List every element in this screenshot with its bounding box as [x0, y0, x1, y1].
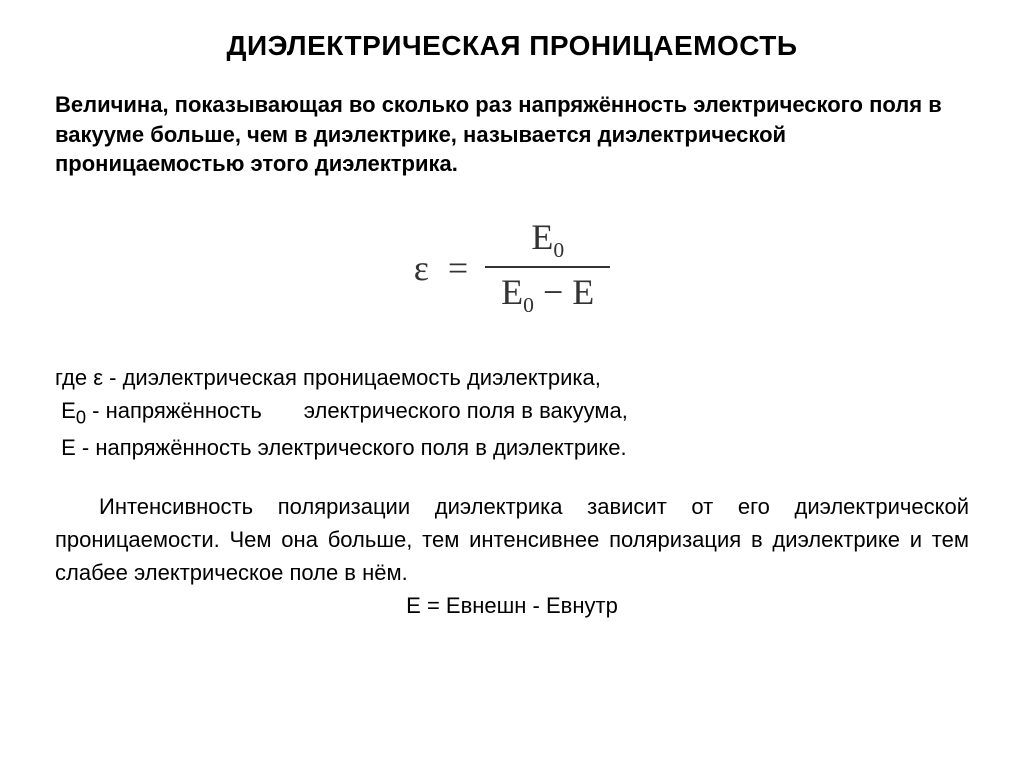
legend-line-e0: E0 - напряжённость электрического поля в …: [55, 394, 969, 431]
formula-fraction: E0 E0 − E: [485, 219, 610, 317]
formula-block: ε = E0 E0 − E: [55, 219, 969, 317]
legend-line-e: E - напряжённость электрического поля в …: [55, 431, 969, 464]
field-equation-line: Е = Евнешн - Евнутр: [55, 593, 969, 619]
paragraph-text: Интенсивность поляризации диэлектрика за…: [55, 494, 969, 585]
legend-block: где ε - диэлектрическая проницаемость ди…: [55, 361, 969, 464]
num-E: E: [531, 217, 553, 257]
legend-E0-sym: E: [61, 398, 76, 423]
page-title: ДИЭЛЕКТРИЧЕСКАЯ ПРОНИЦАЕМОСТЬ: [55, 30, 969, 62]
legend-E0-sub: 0: [76, 406, 86, 427]
legend-E0-rest-a: - напряжённость: [86, 398, 262, 423]
permittivity-formula: ε = E0 E0 − E: [414, 219, 611, 317]
formula-eq: =: [448, 250, 468, 286]
den-E0: E: [501, 272, 523, 312]
legend-E0-rest-b: электрического поля в вакуума,: [304, 398, 628, 423]
formula-denominator: E0 − E: [485, 266, 610, 317]
legend-line-epsilon: где ε - диэлектрическая проницаемость ди…: [55, 361, 969, 394]
den-E: E: [572, 272, 594, 312]
num-sub0: 0: [553, 238, 564, 262]
formula-lhs: ε: [414, 250, 429, 286]
formula-numerator: E0: [485, 219, 610, 266]
slide-page: ДИЭЛЕКТРИЧЕСКАЯ ПРОНИЦАЕМОСТЬ Величина, …: [0, 0, 1024, 649]
paragraph-polarization: Интенсивность поляризации диэлектрика за…: [55, 490, 969, 589]
den-sub0: 0: [523, 293, 534, 317]
legend-line-e-text: E - напряжённость электрического поля в …: [61, 435, 627, 460]
definition-text: Величина, показывающая во сколько раз на…: [55, 90, 969, 179]
den-minus: −: [534, 272, 572, 312]
